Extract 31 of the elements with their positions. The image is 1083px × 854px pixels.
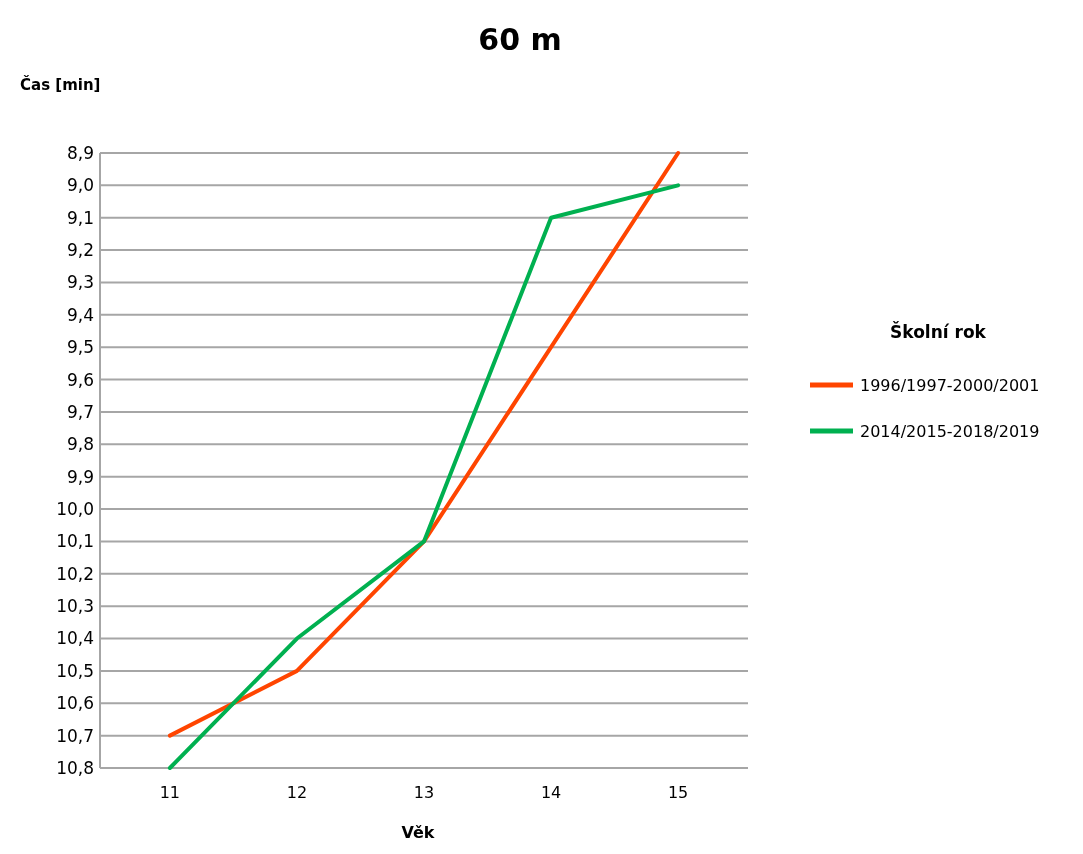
y-tick-label: 9,8 [66, 434, 94, 455]
y-tick-label: 9,9 [66, 466, 94, 487]
y-tick-label: 10,8 [56, 757, 94, 778]
y-tick-label: 9,6 [66, 369, 94, 390]
y-tick-label: 10,5 [56, 660, 94, 681]
y-tick-label: 9,5 [66, 337, 94, 358]
y-tick-label: 9,4 [66, 304, 94, 325]
y-tick-label: 10,1 [56, 531, 94, 552]
y-tick-label: 10,0 [56, 499, 94, 519]
y-tick-label: 10,7 [56, 725, 94, 746]
y-tick-label: 9,0 [66, 175, 94, 196]
y-tick-label: 9,1 [66, 207, 94, 228]
y-tick-label: 10,2 [56, 563, 94, 584]
y-tick-label: 9,2 [66, 240, 94, 261]
y-axis-title: Čas [min] [20, 75, 101, 94]
x-tick-label: 11 [159, 783, 181, 802]
legend-title: Školní rok [890, 321, 987, 342]
x-tick-label: 15 [667, 783, 689, 802]
legend-label: 1996/1997-2000/2001 [860, 375, 1040, 395]
y-tick-label: 8,9 [66, 142, 94, 163]
y-tick-label: 9,3 [66, 272, 94, 293]
y-tick-label: 10,3 [56, 596, 94, 617]
y-tick-label: 10,6 [56, 693, 94, 714]
x-axis-title: Věk [401, 823, 435, 842]
y-tick-label: 10,4 [56, 628, 94, 649]
y-tick-label: 9,7 [66, 401, 94, 422]
x-tick-label: 14 [540, 783, 562, 802]
x-tick-label: 13 [413, 783, 435, 802]
chart-title: 60 m [478, 22, 562, 57]
legend-label: 2014/2015-2018/2019 [860, 421, 1040, 441]
x-tick-label: 12 [286, 783, 308, 802]
